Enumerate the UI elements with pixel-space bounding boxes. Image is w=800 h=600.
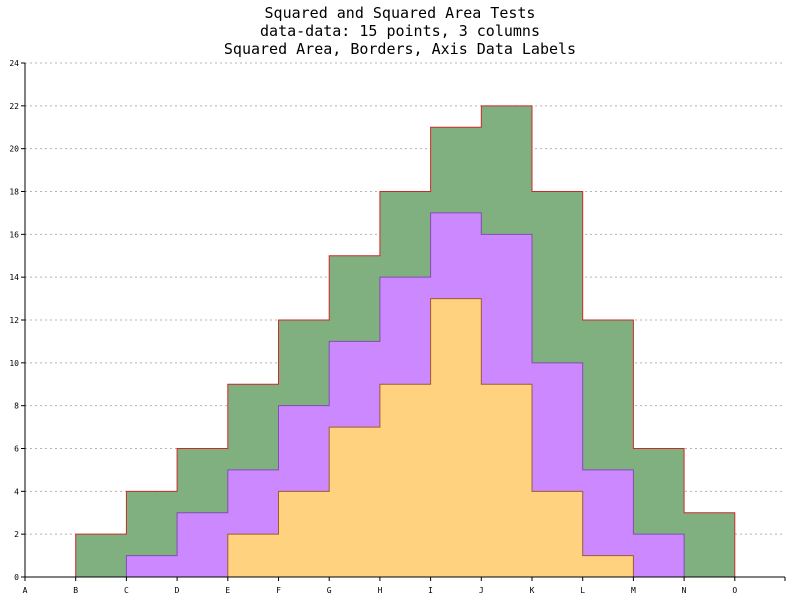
- x-tick-label: D: [175, 586, 180, 595]
- y-tick-label: 6: [14, 445, 19, 454]
- series-border-2: [25, 212, 735, 578]
- chart-title-line-3: Squared Area, Borders, Axis Data Labels: [224, 40, 576, 58]
- x-tick-label: G: [327, 586, 332, 595]
- y-tick-label: 10: [9, 359, 19, 368]
- x-tick-label: M: [631, 586, 636, 595]
- x-tick-label: J: [479, 586, 484, 595]
- x-tick-label: N: [682, 586, 687, 595]
- series-area-1: [25, 298, 735, 577]
- y-tick-label: 20: [9, 145, 19, 154]
- y-tick-label: 22: [9, 102, 19, 111]
- y-tick-label: 8: [14, 402, 19, 411]
- x-tick-labels: A B C D E F G H I J K L M N O: [23, 577, 786, 595]
- x-tick-label: F: [276, 586, 281, 595]
- x-tick-label: I: [428, 586, 433, 595]
- y-tick-label: 2: [14, 530, 19, 539]
- y-tick-label: 18: [9, 188, 19, 197]
- x-tick-label: E: [225, 586, 230, 595]
- y-tick-label: 24: [9, 59, 19, 68]
- x-tick-label: A: [23, 586, 28, 595]
- series-border-3: [25, 105, 736, 578]
- chart-title-line-1: Squared and Squared Area Tests: [265, 4, 536, 22]
- y-tick-label: 4: [14, 487, 19, 496]
- y-tick-label: 14: [9, 273, 19, 282]
- x-tick-label: H: [377, 586, 382, 595]
- y-tick-label: 12: [9, 316, 19, 325]
- x-tick-label: L: [580, 586, 585, 595]
- x-tick-label: C: [124, 586, 129, 595]
- y-tick-label: 16: [9, 230, 19, 239]
- x-tick-label: K: [530, 586, 535, 595]
- x-tick-label: O: [732, 586, 737, 595]
- y-tick-label: 0: [14, 573, 19, 582]
- plot-areas: [25, 105, 736, 578]
- x-tick-label: B: [73, 586, 78, 595]
- chart-title-line-2: data-data: 15 points, 3 columns: [260, 22, 540, 40]
